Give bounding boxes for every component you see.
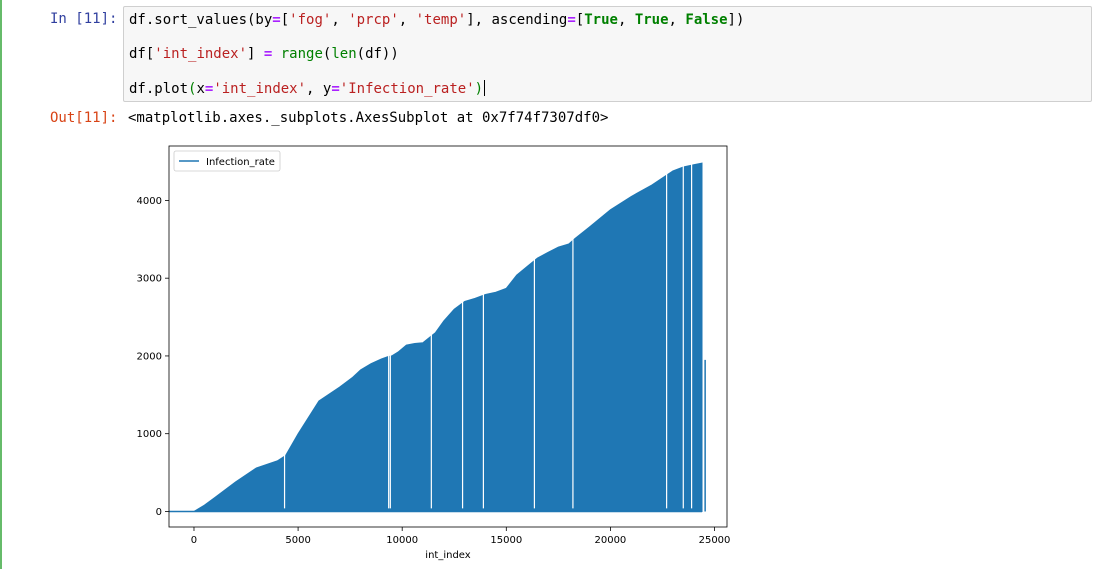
code-input-area[interactable]: df.sort_values(by=['fog', 'prcp', 'temp'… <box>123 6 1092 102</box>
y-tick-label: 4000 <box>137 196 162 207</box>
code-token: range <box>280 46 323 62</box>
x-axis-label: int_index <box>425 550 470 561</box>
code-line-sort-values[interactable]: df.sort_values(by=['fog', 'prcp', 'temp'… <box>129 12 744 29</box>
code-token: = <box>204 81 214 97</box>
code-token: ], ascending <box>466 12 568 28</box>
code-token: , <box>398 12 416 28</box>
series-layer <box>169 146 706 513</box>
code-token: ] <box>247 46 264 62</box>
code-token: = <box>263 46 273 62</box>
cell-selection-bar <box>0 0 2 569</box>
input-prompt: In [11]: <box>50 11 118 27</box>
code-token: , <box>617 12 635 28</box>
plot-frame <box>168 145 728 528</box>
code-token: 'int_index' <box>154 46 248 62</box>
output-repr-text: <matplotlib.axes._subplots.AxesSubplot a… <box>128 110 609 126</box>
x-tick-label: 25000 <box>699 535 731 546</box>
output-prompt: Out[11]: <box>50 110 118 126</box>
code-token: True <box>584 12 618 28</box>
code-token: (df)) <box>356 46 399 62</box>
code-token: = <box>567 12 576 28</box>
series-infection-rate-area <box>193 162 703 512</box>
code-token: , <box>668 12 686 28</box>
legend-label-infection-rate: Infection_rate <box>206 157 275 168</box>
code-token: [ <box>280 12 290 28</box>
code-token: df.plot <box>129 81 189 97</box>
y-tick-label: 3000 <box>137 274 162 285</box>
code-token: 'prcp' <box>348 12 399 28</box>
x-tick-label: 5000 <box>285 535 310 546</box>
code-token: 'fog' <box>289 12 332 28</box>
code-token: True <box>634 12 669 28</box>
code-token: df.sort_values(by <box>129 12 273 28</box>
code-token: = <box>272 12 281 28</box>
code-token: 'int_index' <box>213 81 307 97</box>
code-token: [ <box>575 12 585 28</box>
infection-rate-plot: 0 5000 10000 15000 20000 25000 0 1000 2000 3000 4… <box>137 145 731 561</box>
y-axis-ticks: 0 1000 2000 3000 4000 <box>137 196 169 518</box>
code-line-plot[interactable]: df.plot(x='int_index', y='Infection_rate… <box>129 80 486 98</box>
code-token: df[ <box>129 46 155 62</box>
code-line-int-index[interactable]: df['int_index'] = range(len(df)) <box>129 46 399 63</box>
code-token: 'Infection_rate' <box>339 81 475 97</box>
y-tick-label: 2000 <box>137 351 162 362</box>
code-token: False <box>685 12 728 28</box>
x-axis-ticks: 0 5000 10000 15000 20000 25000 <box>191 527 731 546</box>
text-cursor <box>484 80 486 96</box>
code-token: ( <box>188 81 197 97</box>
x-tick-label: 20000 <box>594 535 626 546</box>
x-tick-label: 15000 <box>490 535 522 546</box>
code-token <box>272 46 280 62</box>
y-tick-label: 1000 <box>137 429 162 440</box>
code-token: , y <box>306 81 332 97</box>
code-token: , <box>331 12 349 28</box>
code-token: len <box>331 46 357 62</box>
code-token: x <box>196 81 205 97</box>
x-tick-label: 0 <box>191 535 197 546</box>
code-token: 'temp' <box>415 12 467 28</box>
y-tick-label: 0 <box>156 507 162 518</box>
legend-box <box>173 150 281 172</box>
code-token: ) <box>474 81 484 97</box>
code-token: = <box>331 81 340 97</box>
legend: Infection_rate <box>173 150 281 172</box>
code-token: ]) <box>727 12 745 28</box>
code-token: ( <box>322 46 332 62</box>
x-tick-label: 10000 <box>386 535 418 546</box>
